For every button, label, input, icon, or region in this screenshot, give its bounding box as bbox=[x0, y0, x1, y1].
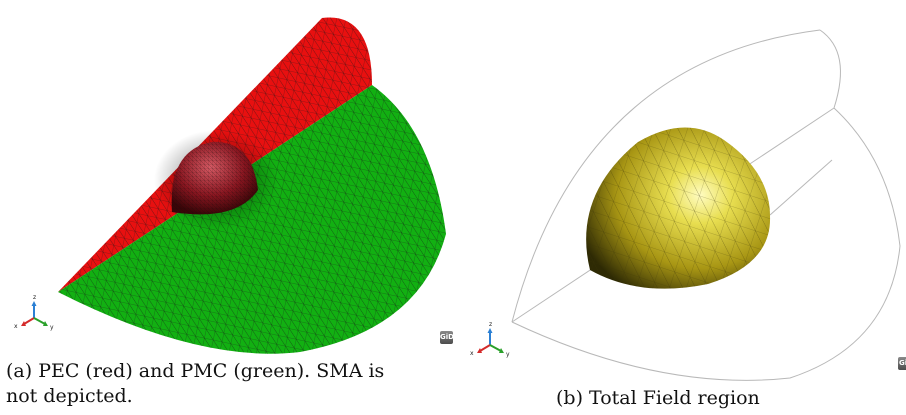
gid-logo-icon: GiD bbox=[898, 357, 906, 370]
figure-a-caption: (a) PEC (red) and PMC (green). SMA is no… bbox=[6, 359, 456, 409]
svg-text:z: z bbox=[33, 294, 36, 301]
svg-text:x: x bbox=[470, 350, 474, 357]
svg-text:x: x bbox=[14, 323, 18, 330]
axes-triad-icon: z x y bbox=[14, 294, 54, 331]
figure-a-caption-line2: not depicted. bbox=[6, 385, 133, 407]
figure-b-caption: (b) Total Field region bbox=[556, 387, 760, 409]
figure-a: z x y GiD (a) PEC (red) and PMC (green).… bbox=[6, 17, 456, 409]
svg-text:z: z bbox=[489, 321, 492, 328]
svg-text:y: y bbox=[50, 324, 54, 331]
svg-text:y: y bbox=[506, 351, 510, 358]
figure-a-caption-line1: (a) PEC (red) and PMC (green). SMA is bbox=[6, 360, 385, 382]
gid-logo-icon: GiD bbox=[440, 331, 454, 344]
figure-a-mesh-render: z x y bbox=[14, 17, 446, 354]
figure-b-mesh-render: z x y bbox=[470, 29, 901, 381]
axes-triad-icon: z x y bbox=[470, 321, 510, 358]
figure-b: z x y GiD (b) Total Field region bbox=[460, 0, 906, 415]
